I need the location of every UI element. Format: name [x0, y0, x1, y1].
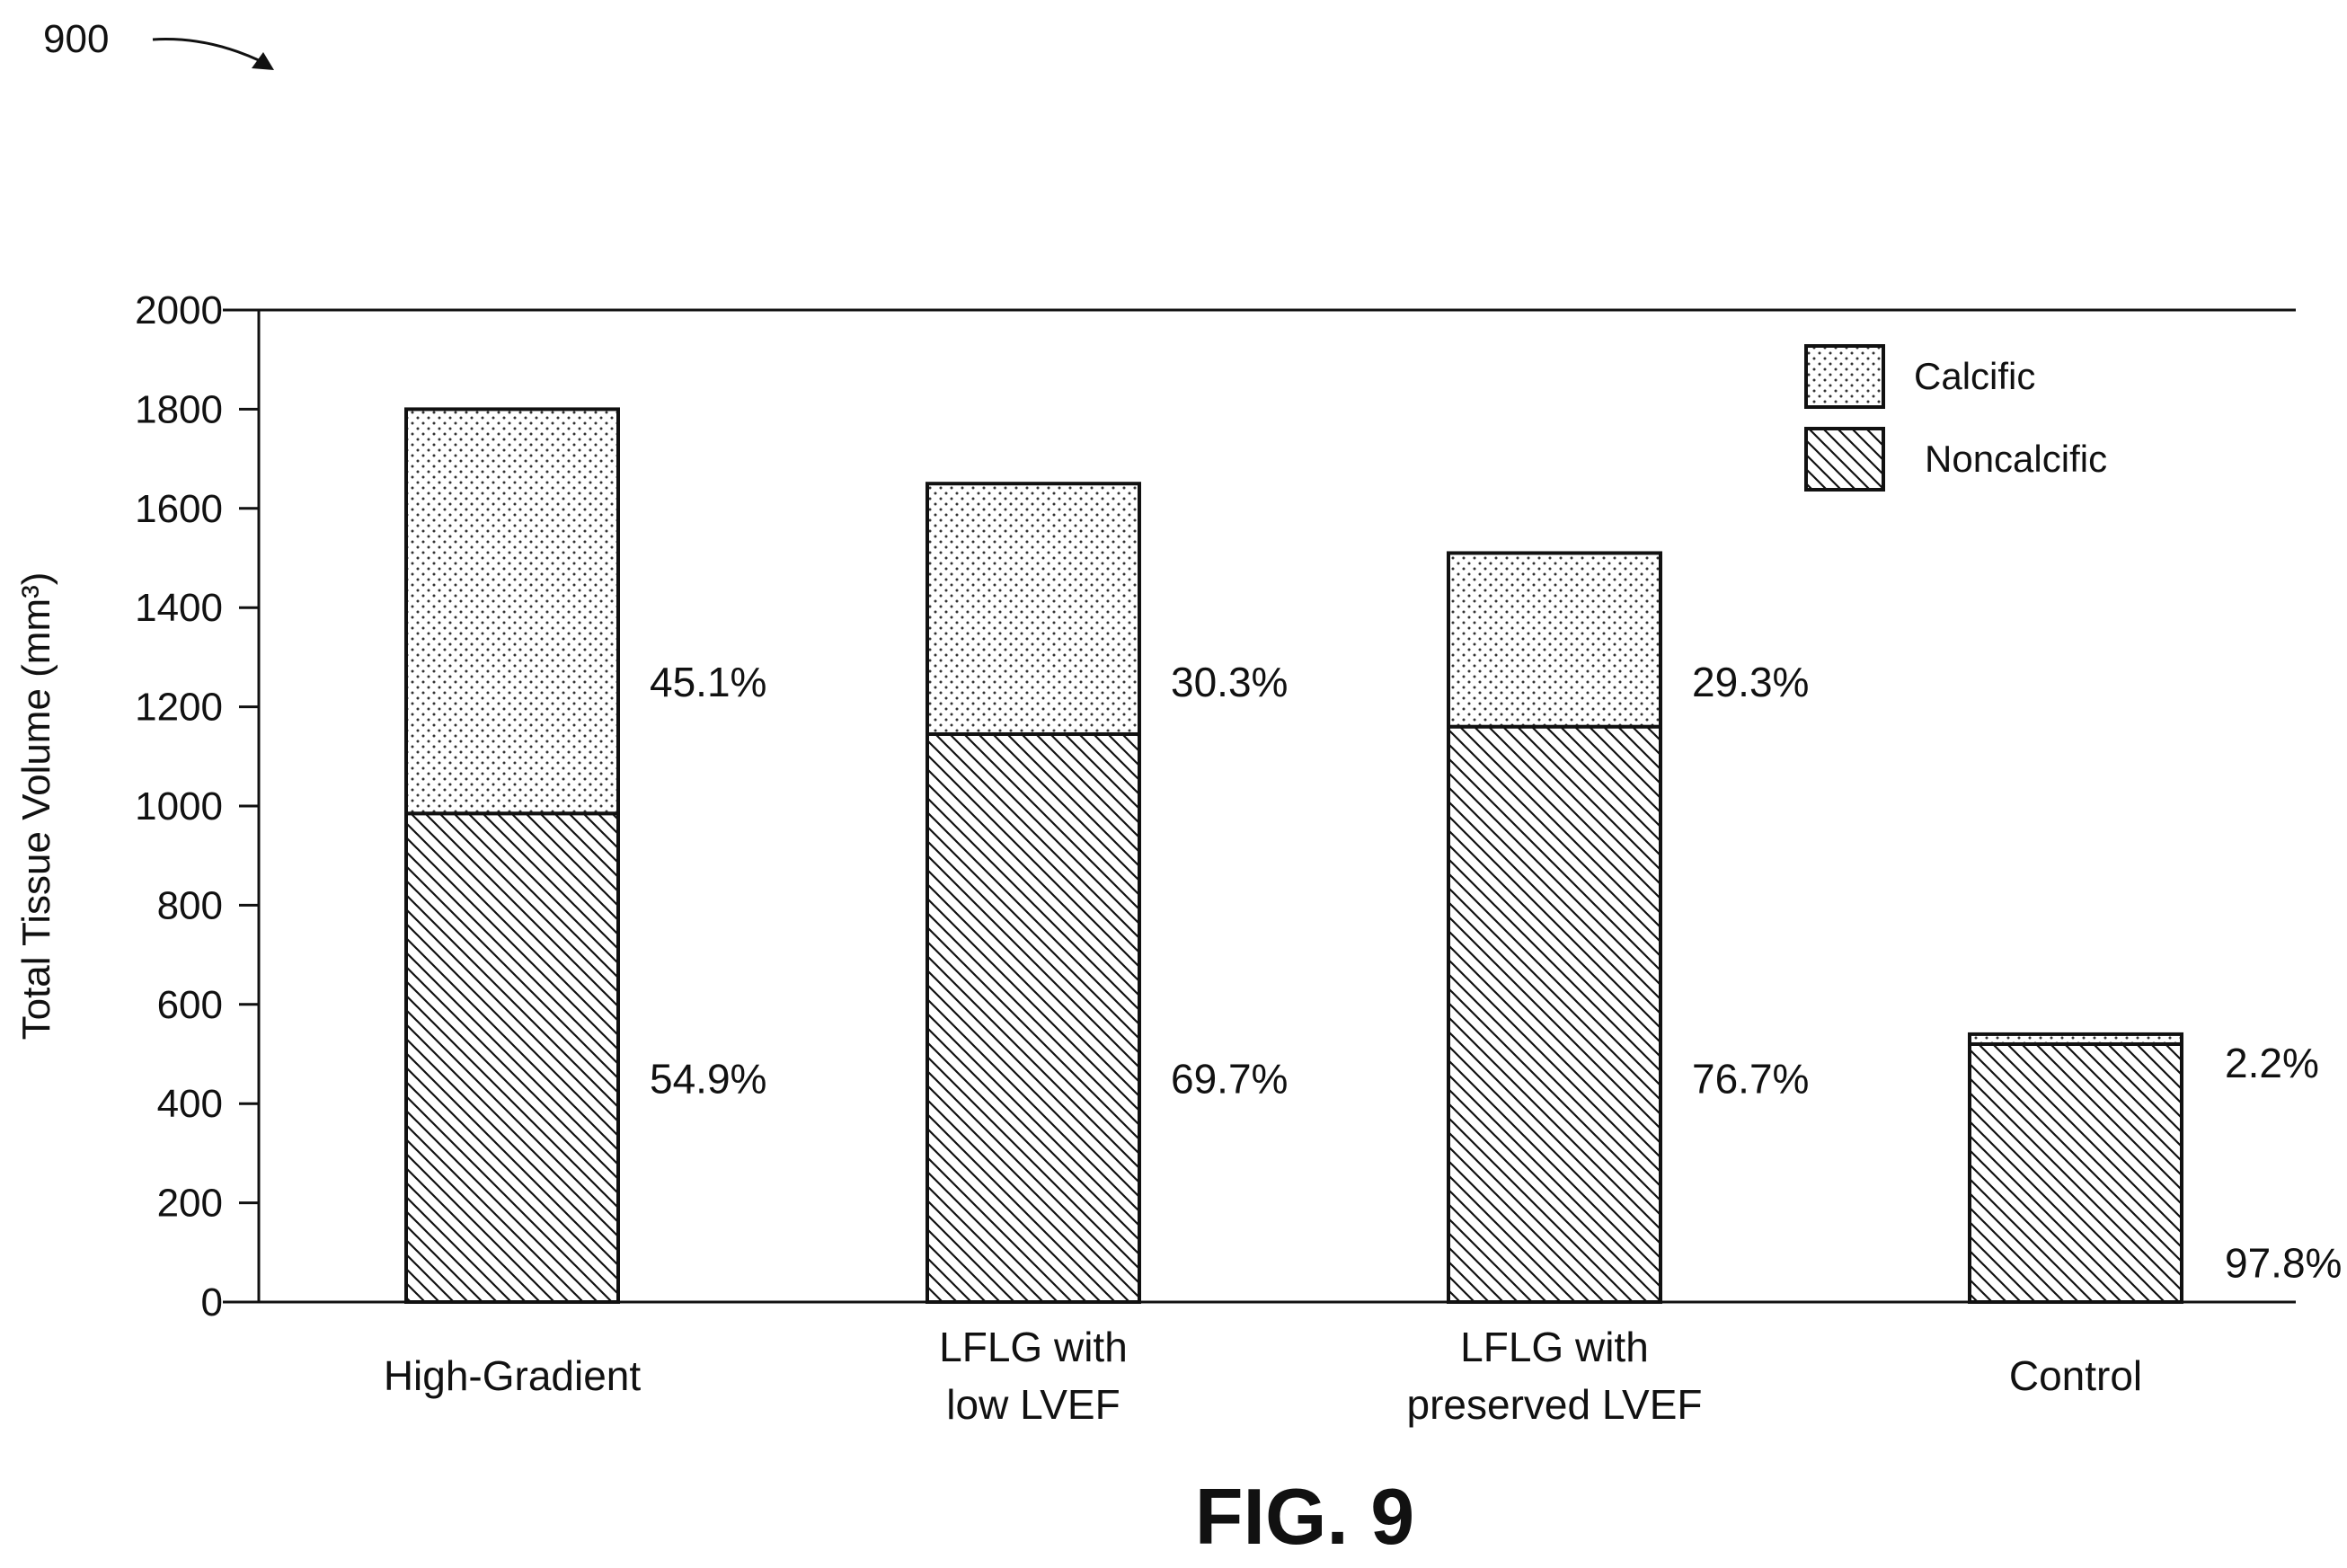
bar-segment-calcific: [404, 407, 620, 816]
legend-label: Calcific: [1914, 355, 2035, 397]
x-category-label: preserved LVEF: [1407, 1381, 1703, 1428]
y-tick-label: 1800: [135, 387, 223, 431]
y-tick-label: 2000: [135, 288, 223, 332]
bar-percent-label: 76.7%: [1692, 1056, 1809, 1103]
bars-group: [404, 407, 2183, 1304]
bar-segment-calcific: [926, 482, 1141, 736]
y-tick-label: 600: [157, 983, 223, 1027]
bar-segment-noncalcific: [926, 731, 1141, 1304]
y-tick-label: 1400: [135, 586, 223, 630]
y-tick-label: 1200: [135, 686, 223, 730]
bar-segment-calcific: [1968, 1032, 2183, 1046]
bar-percent-label: 97.8%: [2225, 1239, 2342, 1286]
bar-percent-label: 2.2%: [2225, 1040, 2319, 1086]
bar-segment-noncalcific: [1447, 724, 1662, 1304]
ref-arrow-head-icon: [252, 52, 274, 70]
x-category-label: Control: [2009, 1352, 2142, 1399]
y-tick-label: 0: [201, 1280, 223, 1324]
figure-ref-number: 900: [43, 17, 109, 61]
x-category-label: LFLG with: [939, 1324, 1128, 1370]
bar-segment-calcific: [1447, 551, 1662, 729]
bar-segment-noncalcific: [404, 811, 620, 1304]
y-tick-label: 200: [157, 1182, 223, 1226]
y-tick-label: 1000: [135, 784, 223, 828]
x-axis-category-labels: High-Gradient LFLG with low LVEF LFLG with p…: [384, 1324, 2142, 1428]
bar-segment-noncalcific: [1968, 1041, 2183, 1304]
legend: Calcific Noncalcific: [1804, 344, 2107, 492]
bar-percent-label: 30.3%: [1171, 659, 1288, 705]
legend-swatch-calcific: [1804, 344, 1885, 409]
legend-swatch-noncalcific: [1804, 427, 1885, 492]
y-axis-ticks: 0 200 400 600 800 1000 1200 1400 1600 1800 2000: [135, 288, 259, 1324]
y-tick-label: 1600: [135, 487, 223, 531]
bar-percent-label: 29.3%: [1692, 659, 1809, 705]
ref-arrow-icon: [152, 38, 269, 66]
bar-percent-label: 45.1%: [650, 659, 766, 705]
y-tick-label: 400: [157, 1082, 223, 1126]
y-tick-label: 800: [157, 883, 223, 927]
x-category-label: low LVEF: [946, 1381, 1120, 1428]
bar-percent-labels: 54.9% 45.1% 69.7% 30.3% 76.7% 29.3% 97.8% 2.2%: [650, 659, 2342, 1286]
figure-caption: FIG. 9: [1195, 1472, 1415, 1561]
bar-percent-label: 69.7%: [1171, 1056, 1288, 1103]
bar-percent-label: 54.9%: [650, 1056, 766, 1103]
legend-label: Noncalcific: [1925, 438, 2107, 480]
x-category-label: LFLG with: [1460, 1324, 1649, 1370]
y-axis-title: Total Tissue Volume (mm³): [14, 572, 58, 1041]
x-category-label: High-Gradient: [384, 1352, 642, 1399]
